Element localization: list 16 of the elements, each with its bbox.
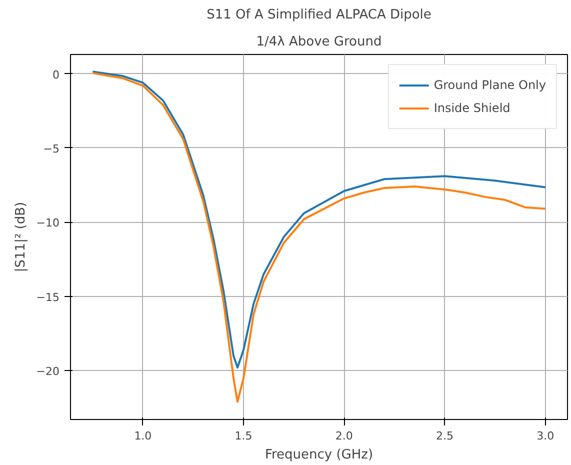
x-tick-label: 2.5 (436, 430, 454, 442)
y-tick-label: 0 (52, 68, 60, 82)
x-axis-title: Frequency (GHz) (264, 448, 374, 462)
x-tick-label: 1.0 (134, 430, 152, 442)
y-tick-label: −5 (43, 142, 60, 156)
x-tick-label: 3.0 (536, 430, 554, 442)
y-axis-title: |S11|² (dB) (13, 202, 28, 272)
chart-title: S11 Of A Simplified ALPACA Dipole (206, 8, 432, 22)
x-tick-label: 1.5 (234, 430, 252, 442)
y-tick-label: −10 (36, 216, 60, 230)
x-tick-label: 2.0 (335, 430, 353, 442)
y-tick-label: −20 (36, 365, 60, 378)
y-tick-label: −15 (36, 290, 60, 304)
legend-label: Ground Plane Only (434, 78, 546, 92)
chart-subtitle: 1/4λ Above Ground (256, 34, 382, 50)
legend-label: Inside Shield (434, 101, 510, 115)
